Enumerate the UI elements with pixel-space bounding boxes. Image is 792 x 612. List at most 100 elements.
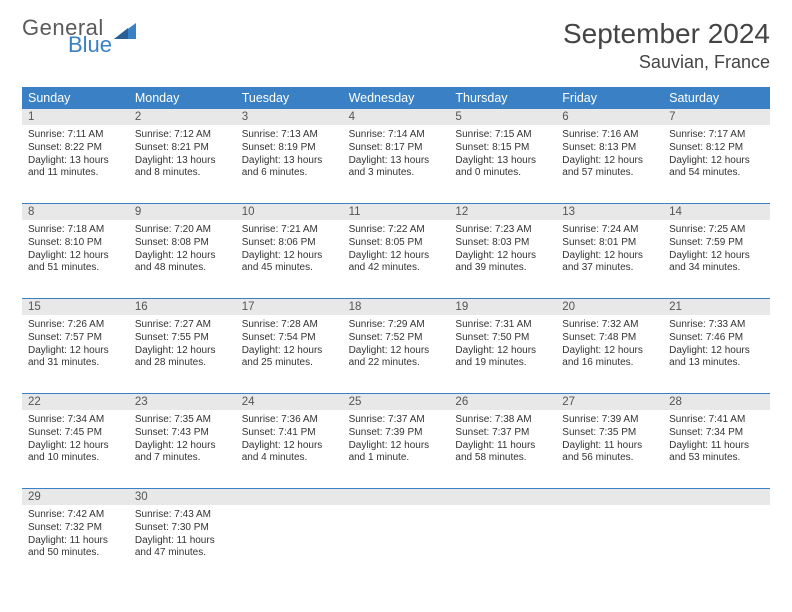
calendar-cell: Sunrise: 7:16 AMSunset: 8:13 PMDaylight:…: [556, 125, 663, 203]
day1-text: Daylight: 12 hours: [135, 250, 230, 263]
day2-text: and 1 minute.: [349, 452, 444, 465]
sunset-text: Sunset: 8:05 PM: [349, 237, 444, 250]
sunset-text: Sunset: 8:17 PM: [349, 142, 444, 155]
day-number: 10: [236, 204, 343, 220]
day2-text: and 31 minutes.: [28, 357, 123, 370]
calendar-cell: Sunrise: 7:35 AMSunset: 7:43 PMDaylight:…: [129, 410, 236, 488]
day2-text: and 11 minutes.: [28, 167, 123, 180]
sunrise-text: Sunrise: 7:11 AM: [28, 129, 123, 142]
day1-text: Daylight: 12 hours: [242, 345, 337, 358]
day1-text: Daylight: 12 hours: [28, 440, 123, 453]
sunrise-text: Sunrise: 7:26 AM: [28, 319, 123, 332]
day1-text: Daylight: 12 hours: [562, 345, 657, 358]
day2-text: and 7 minutes.: [135, 452, 230, 465]
sunset-text: Sunset: 7:59 PM: [669, 237, 764, 250]
calendar-cell: Sunrise: 7:37 AMSunset: 7:39 PMDaylight:…: [343, 410, 450, 488]
sunrise-text: Sunrise: 7:39 AM: [562, 414, 657, 427]
sunset-text: Sunset: 7:30 PM: [135, 522, 230, 535]
calendar-cell: [343, 505, 450, 583]
sunrise-text: Sunrise: 7:35 AM: [135, 414, 230, 427]
day-header: Thursday: [449, 87, 556, 109]
calendar-cell: Sunrise: 7:22 AMSunset: 8:05 PMDaylight:…: [343, 220, 450, 298]
sunset-text: Sunset: 7:32 PM: [28, 522, 123, 535]
calendar-cell: Sunrise: 7:20 AMSunset: 8:08 PMDaylight:…: [129, 220, 236, 298]
calendar-cell: Sunrise: 7:14 AMSunset: 8:17 PMDaylight:…: [343, 125, 450, 203]
day1-text: Daylight: 12 hours: [349, 345, 444, 358]
sunrise-text: Sunrise: 7:13 AM: [242, 129, 337, 142]
sunrise-text: Sunrise: 7:36 AM: [242, 414, 337, 427]
brand-logo: General Blue: [22, 18, 136, 56]
calendar-cell: [556, 505, 663, 583]
day1-text: Daylight: 13 hours: [349, 155, 444, 168]
day-header: Sunday: [22, 87, 129, 109]
sunset-text: Sunset: 7:54 PM: [242, 332, 337, 345]
calendar-cell: Sunrise: 7:17 AMSunset: 8:12 PMDaylight:…: [663, 125, 770, 203]
calendar-cell: Sunrise: 7:42 AMSunset: 7:32 PMDaylight:…: [22, 505, 129, 583]
sunset-text: Sunset: 7:39 PM: [349, 427, 444, 440]
day2-text: and 25 minutes.: [242, 357, 337, 370]
day-header: Wednesday: [343, 87, 450, 109]
day2-text: and 42 minutes.: [349, 262, 444, 275]
day2-text: and 28 minutes.: [135, 357, 230, 370]
day-header: Friday: [556, 87, 663, 109]
day1-text: Daylight: 12 hours: [135, 440, 230, 453]
sunset-text: Sunset: 7:35 PM: [562, 427, 657, 440]
sunset-text: Sunset: 8:21 PM: [135, 142, 230, 155]
day-number: 1: [22, 109, 129, 125]
sunset-text: Sunset: 7:57 PM: [28, 332, 123, 345]
brand-line2: Blue: [22, 35, 112, 56]
sunset-text: Sunset: 8:08 PM: [135, 237, 230, 250]
day-number: 7: [663, 109, 770, 125]
calendar-cell: Sunrise: 7:13 AMSunset: 8:19 PMDaylight:…: [236, 125, 343, 203]
day2-text: and 37 minutes.: [562, 262, 657, 275]
sunrise-text: Sunrise: 7:27 AM: [135, 319, 230, 332]
day2-text: and 54 minutes.: [669, 167, 764, 180]
day2-text: and 47 minutes.: [135, 547, 230, 560]
sunset-text: Sunset: 7:43 PM: [135, 427, 230, 440]
brand-triangle-icon: [114, 21, 136, 46]
day1-text: Daylight: 12 hours: [349, 250, 444, 263]
day-number: 27: [556, 394, 663, 410]
week-row: Sunrise: 7:26 AMSunset: 7:57 PM Daylight:…: [22, 315, 770, 394]
day2-text: and 57 minutes.: [562, 167, 657, 180]
sunset-text: Sunset: 7:34 PM: [669, 427, 764, 440]
calendar-cell: Sunrise: 7:23 AMSunset: 8:03 PMDaylight:…: [449, 220, 556, 298]
calendar-cell: Sunrise: 7:43 AMSunset: 7:30 PMDaylight:…: [129, 505, 236, 583]
day1-text: Daylight: 12 hours: [455, 345, 550, 358]
day2-text: and 39 minutes.: [455, 262, 550, 275]
day-number: 17: [236, 299, 343, 315]
day1-text: Daylight: 12 hours: [135, 345, 230, 358]
calendar-cell: Sunrise: 7:36 AMSunset: 7:41 PMDaylight:…: [236, 410, 343, 488]
calendar-cell: Sunrise: 7:32 AMSunset: 7:48 PMDaylight:…: [556, 315, 663, 393]
day-number: 9: [129, 204, 236, 220]
day2-text: and 51 minutes.: [28, 262, 123, 275]
sunrise-text: Sunrise: 7:24 AM: [562, 224, 657, 237]
sunset-text: Sunset: 8:22 PM: [28, 142, 123, 155]
day1-text: Daylight: 12 hours: [669, 345, 764, 358]
sunset-text: Sunset: 7:52 PM: [349, 332, 444, 345]
calendar-cell: [236, 505, 343, 583]
day-number: 25: [343, 394, 450, 410]
calendar: Sunday Monday Tuesday Wednesday Thursday…: [22, 87, 770, 583]
day-number: 28: [663, 394, 770, 410]
sunset-text: Sunset: 8:06 PM: [242, 237, 337, 250]
day2-text: and 4 minutes.: [242, 452, 337, 465]
day2-text: and 50 minutes.: [28, 547, 123, 560]
day1-text: Daylight: 11 hours: [669, 440, 764, 453]
sunrise-text: Sunrise: 7:18 AM: [28, 224, 123, 237]
sunset-text: Sunset: 8:13 PM: [562, 142, 657, 155]
day1-text: Daylight: 12 hours: [242, 250, 337, 263]
day-number: 29: [22, 489, 129, 505]
day1-text: Daylight: 12 hours: [669, 155, 764, 168]
daynum-row: 22232425262728: [22, 394, 770, 410]
sunrise-text: Sunrise: 7:15 AM: [455, 129, 550, 142]
day-number: 26: [449, 394, 556, 410]
calendar-cell: Sunrise: 7:25 AMSunset: 7:59 PMDaylight:…: [663, 220, 770, 298]
week-row: Sunrise: 7:18 AMSunset: 8:10 PMDaylight:…: [22, 220, 770, 299]
calendar-cell: Sunrise: 7:39 AMSunset: 7:35 PMDaylight:…: [556, 410, 663, 488]
day-number: 19: [449, 299, 556, 315]
day1-text: Daylight: 11 hours: [455, 440, 550, 453]
day-number: 30: [129, 489, 236, 505]
calendar-cell: Sunrise: 7:11 AMSunset: 8:22 PMDaylight:…: [22, 125, 129, 203]
sunrise-text: Sunrise: 7:31 AM: [455, 319, 550, 332]
